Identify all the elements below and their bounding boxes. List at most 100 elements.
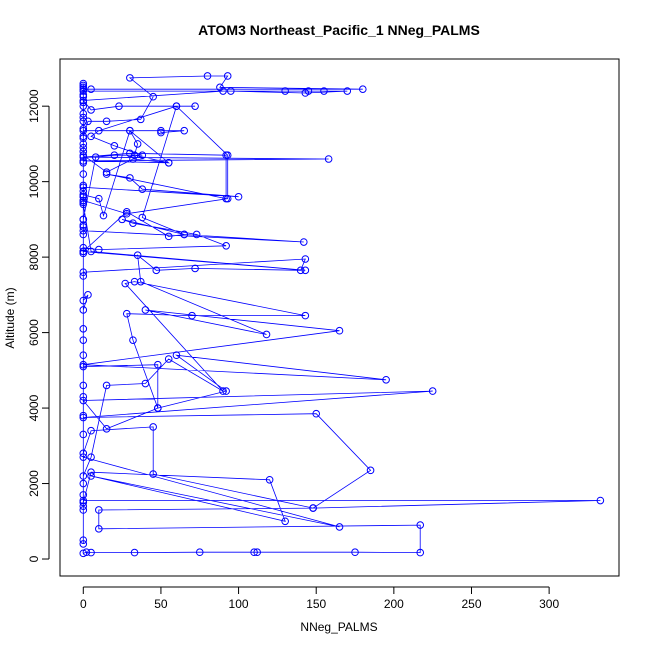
data-point <box>95 525 103 533</box>
series-layer <box>79 72 605 558</box>
data-point <box>84 291 92 299</box>
data-point <box>79 272 88 280</box>
data-point <box>250 548 258 557</box>
data-point <box>79 181 88 190</box>
data-point <box>79 153 88 161</box>
data-point <box>129 336 137 344</box>
data-point <box>281 87 289 95</box>
data-point <box>262 330 271 339</box>
data-point <box>79 191 88 199</box>
data-point <box>164 355 173 363</box>
data-point <box>79 196 88 205</box>
data-point <box>87 132 95 141</box>
data-point <box>180 126 189 135</box>
data-point <box>343 87 352 95</box>
data-point <box>79 502 88 510</box>
data-point <box>79 392 88 401</box>
data-point <box>79 200 88 209</box>
data-point <box>79 325 88 333</box>
data-point <box>223 72 232 80</box>
data-point <box>149 470 157 478</box>
data-point <box>172 351 181 360</box>
data-point <box>130 151 139 160</box>
data-point <box>95 126 103 135</box>
data-point <box>79 479 88 488</box>
y-tick-label: 4000 <box>27 394 41 421</box>
data-point <box>382 375 390 384</box>
x-tick-label: 100 <box>229 597 249 611</box>
data-point <box>129 155 137 163</box>
data-point <box>79 472 88 480</box>
x-tick-label: 250 <box>461 597 481 611</box>
data-point <box>79 79 88 88</box>
data-point <box>351 548 359 557</box>
data-point <box>79 221 88 229</box>
data-point <box>122 309 131 318</box>
data-point <box>122 209 131 218</box>
data-point <box>102 168 111 177</box>
data-point <box>79 109 88 118</box>
plot-frame <box>59 58 620 577</box>
x-tick-label: 50 <box>154 597 168 611</box>
data-point <box>79 362 88 371</box>
data-point <box>79 98 88 107</box>
x-tick-label: 150 <box>306 597 326 611</box>
data-point <box>110 151 119 160</box>
data-point <box>335 523 344 531</box>
data-point <box>79 143 88 152</box>
data-point <box>121 279 130 288</box>
data-point <box>79 453 88 461</box>
data-point <box>79 411 88 420</box>
data-point <box>118 215 126 224</box>
data-point <box>126 74 134 82</box>
data-point <box>141 379 150 388</box>
data-point <box>79 268 88 277</box>
data-point <box>79 85 88 93</box>
data-point <box>149 92 157 101</box>
data-point <box>130 548 139 557</box>
x-tick-label: 200 <box>384 597 404 611</box>
data-point <box>141 306 150 314</box>
data-point <box>79 113 88 122</box>
data-point <box>79 491 88 499</box>
data-point <box>87 548 95 557</box>
data-point <box>79 223 88 231</box>
y-axis: 0 2000 4000 6000 8000 10000 12000 <box>27 89 50 562</box>
data-point <box>87 453 95 461</box>
data-point <box>320 87 328 95</box>
data-point <box>79 360 88 369</box>
data-point <box>299 238 308 246</box>
data-point <box>79 381 88 390</box>
data-point <box>191 102 199 110</box>
x-tick-label: 300 <box>539 597 559 611</box>
data-point <box>301 255 310 263</box>
data-point <box>154 404 162 412</box>
data-point <box>79 117 88 126</box>
data-point <box>416 548 425 557</box>
data-point <box>122 208 131 216</box>
data-point <box>79 87 88 95</box>
data-point <box>79 83 88 92</box>
data-point <box>95 506 103 514</box>
data-point <box>102 170 111 178</box>
data-point <box>79 296 88 305</box>
data-point <box>152 266 161 275</box>
data-point <box>79 396 88 405</box>
data-point <box>138 185 147 193</box>
data-point <box>115 102 123 110</box>
data-point <box>149 423 157 431</box>
data-point <box>87 247 95 256</box>
data-point <box>79 243 88 252</box>
data-point <box>79 140 88 148</box>
data-point <box>358 85 367 93</box>
data-point <box>126 174 134 182</box>
data-point <box>126 126 134 135</box>
data-point <box>79 126 88 135</box>
data-point <box>129 219 137 227</box>
data-point <box>416 521 425 529</box>
data-point <box>223 151 232 160</box>
data-point <box>222 241 230 250</box>
data-point <box>301 89 310 97</box>
data-point <box>79 198 88 207</box>
